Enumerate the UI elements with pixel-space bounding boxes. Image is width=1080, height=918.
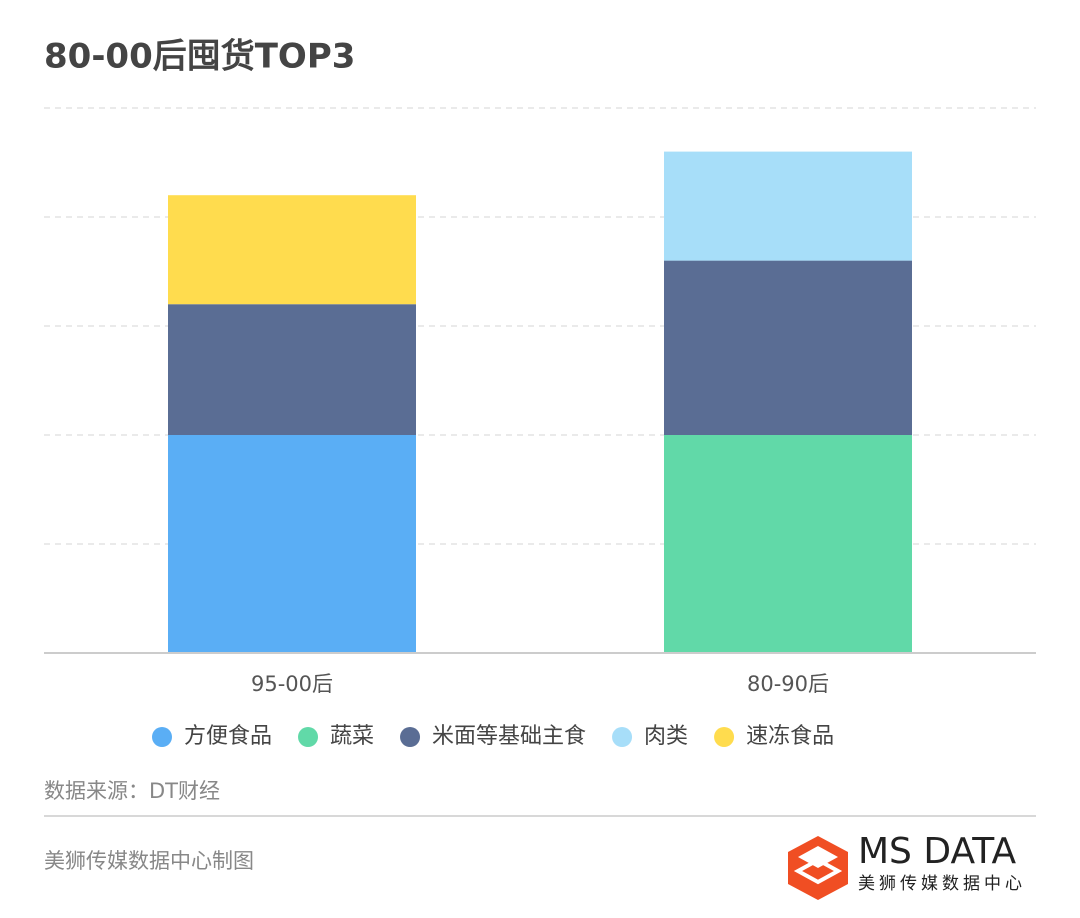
logo-icon [788, 836, 848, 900]
legend-label: 速冻食品 [746, 724, 834, 749]
legend-label: 肉类 [644, 724, 688, 749]
bar-segment [664, 151, 912, 261]
x-tick-label: 80-90后 [747, 672, 829, 696]
legend-marker [152, 727, 172, 747]
bar-segment [664, 435, 912, 653]
legend-marker [714, 727, 735, 747]
legend-label: 方便食品 [184, 724, 272, 749]
legend-marker [612, 727, 633, 747]
bar-segment [168, 304, 416, 435]
legend-marker [298, 727, 319, 747]
bar-segment [168, 435, 416, 653]
legend-marker [400, 727, 421, 747]
logo-tagline: 美狮传媒数据中心 [858, 874, 1026, 894]
x-tick-label: 95-00后 [251, 672, 333, 696]
footer: 美狮传媒数据中心制图 [44, 849, 254, 873]
chart-title: 80-00后囤货TOP3 [44, 37, 355, 77]
bar-segment [168, 195, 416, 305]
logo-name: MS DATA [858, 831, 1016, 872]
source: 数据来源：DT财经 [44, 779, 220, 803]
legend-label: 米面等基础主食 [432, 724, 586, 749]
legend-label: 蔬菜 [330, 724, 374, 749]
bar-segment [664, 260, 912, 435]
